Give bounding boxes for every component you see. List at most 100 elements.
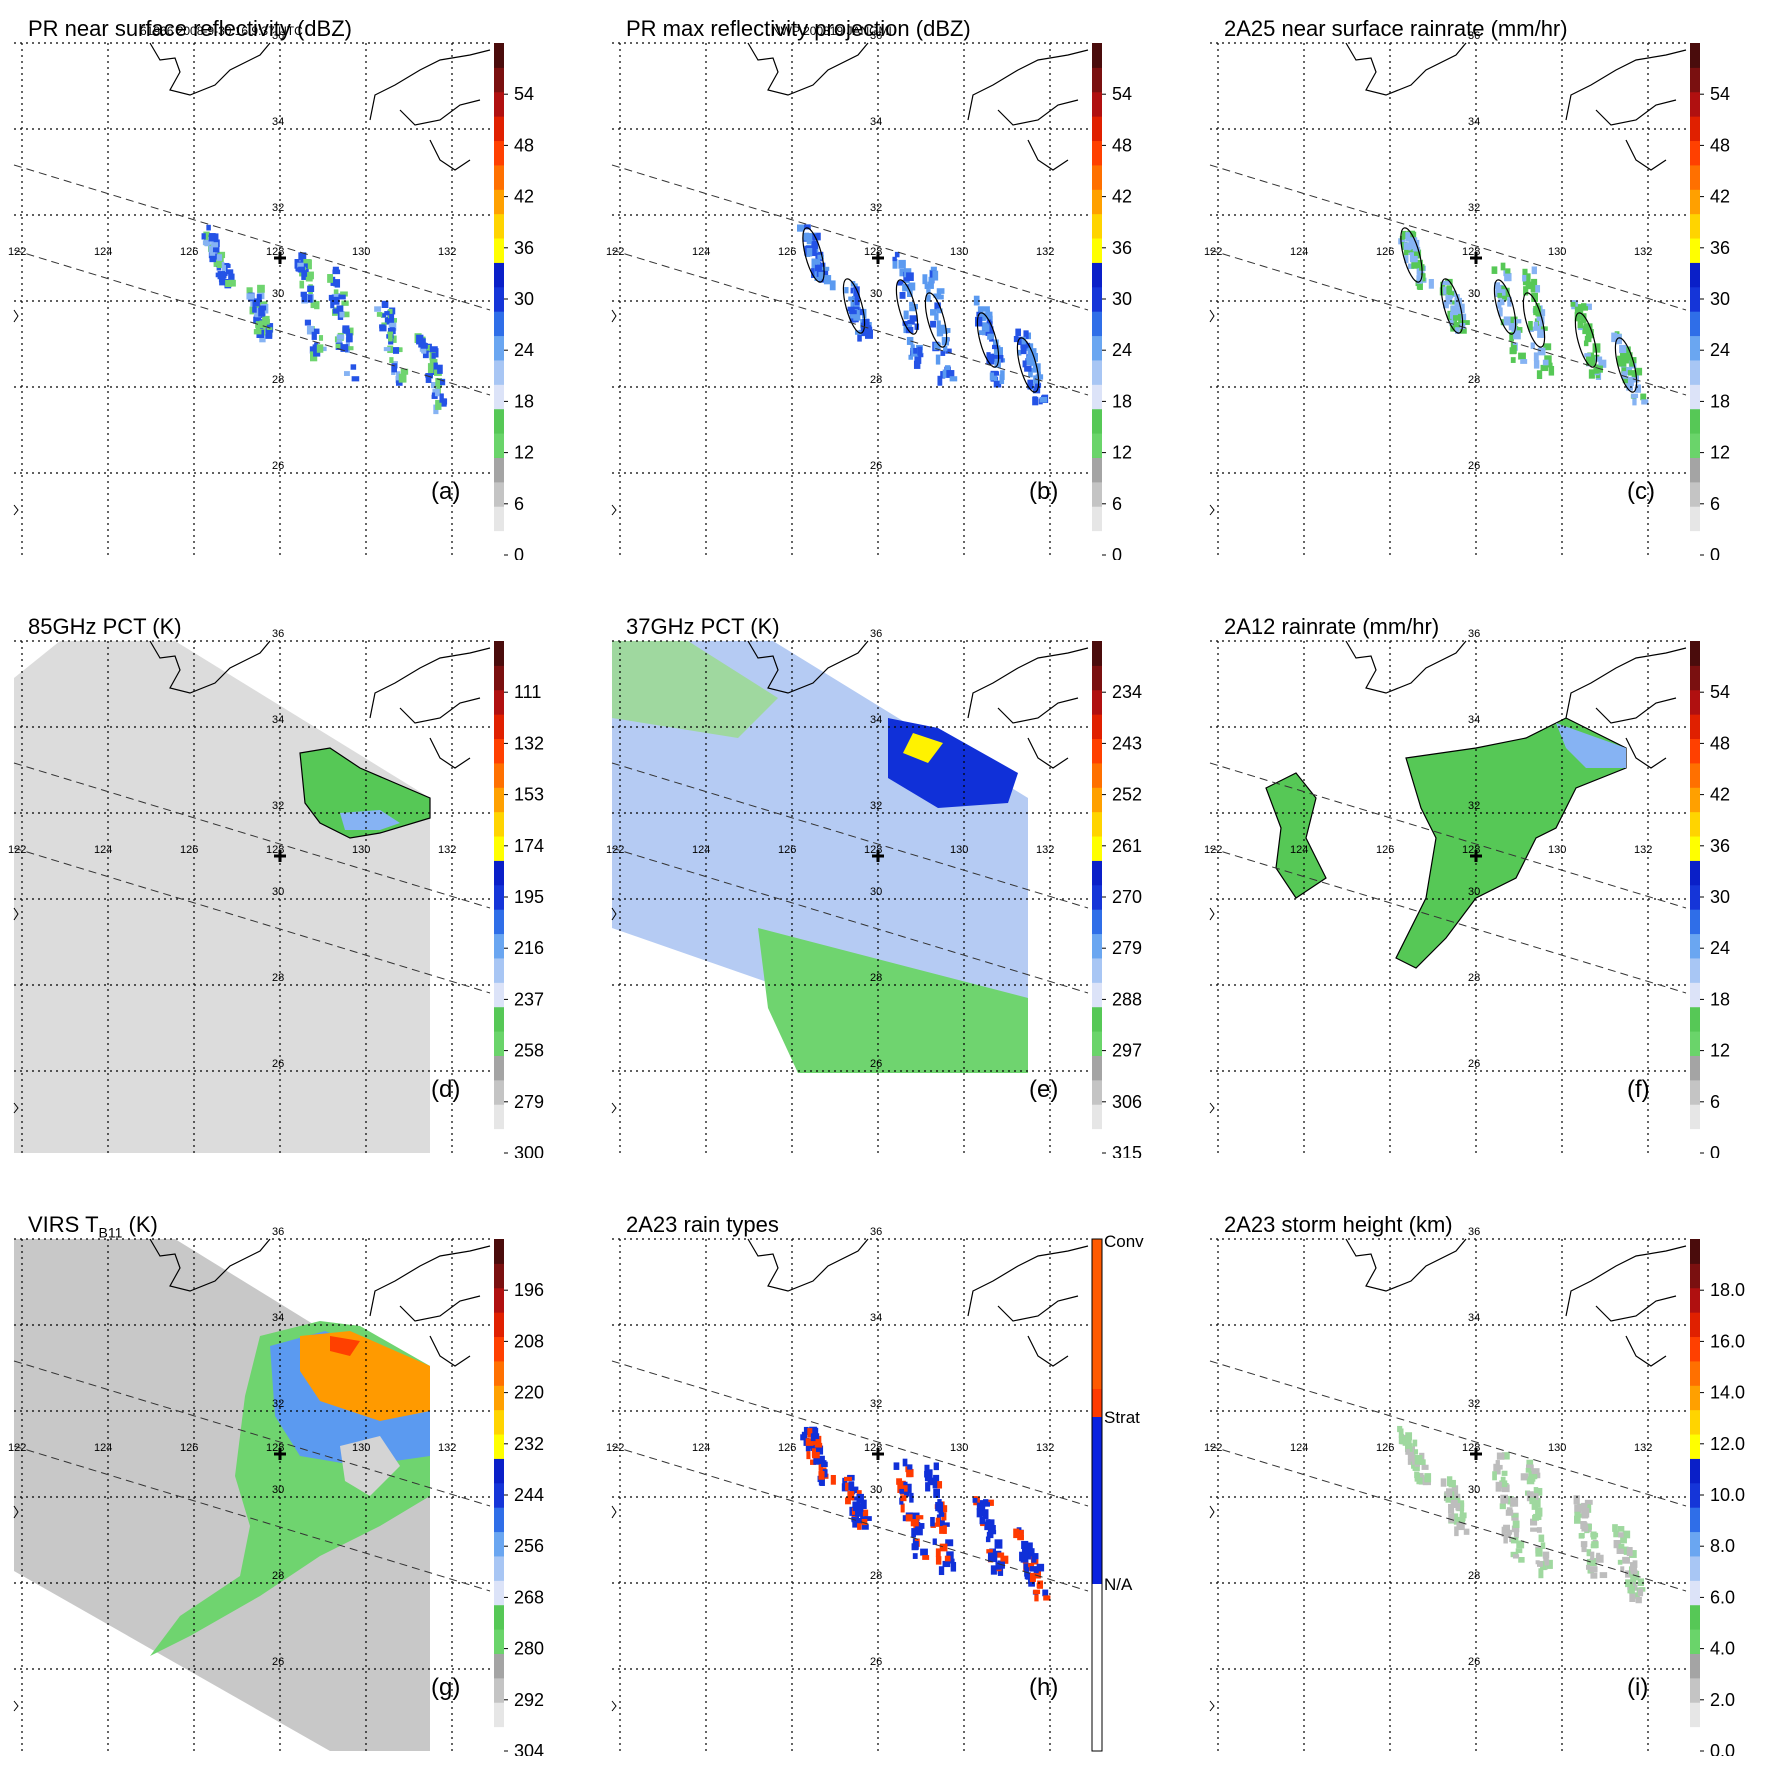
colorbar-segment: [1092, 884, 1102, 910]
colorbar-tick-label: 306: [1112, 1092, 1142, 1112]
colorbar-segment: [1092, 1584, 1102, 1751]
echo-contour: [1614, 337, 1638, 393]
echo-pixel: [440, 378, 446, 386]
echo-pixel: [809, 246, 817, 257]
echo-pixel: [989, 372, 998, 381]
echo-pixel: [435, 378, 442, 388]
colorbar-tick-label: 48: [1710, 135, 1730, 155]
echo-pixel: [1524, 273, 1531, 282]
coastline-japan: [1565, 49, 1687, 171]
echo-pixel: [306, 272, 314, 280]
colorbar-tick-label: 232: [514, 1434, 544, 1454]
echo-pixel: [307, 285, 315, 293]
echo-pixel: [305, 294, 313, 303]
echo-pixel: [847, 306, 855, 312]
echo-pixel: [1530, 283, 1536, 293]
longitude-label: 122: [8, 844, 26, 856]
panel-letter: (d): [431, 1076, 461, 1103]
echo-pixel: [1499, 1480, 1508, 1488]
echo-pixel: [1621, 367, 1629, 374]
colorbar-tick-label: 14.0: [1710, 1383, 1745, 1403]
echo-pixel: [908, 354, 914, 360]
echo-pixel: [431, 392, 437, 398]
colorbar-tick-label: 8.0: [1710, 1536, 1735, 1556]
echo-pixel: [1495, 1460, 1500, 1467]
colorbar-tick-label: 12: [1112, 443, 1132, 463]
latitude-label: 26: [1468, 460, 1480, 472]
colorbar-segment: [1092, 933, 1102, 959]
echo-pixel: [1525, 281, 1531, 287]
echo-pixel: [910, 344, 915, 351]
colorbar-segment: [1092, 689, 1102, 715]
echo-pixel: [1503, 318, 1512, 326]
echo-pixel: [1529, 1474, 1538, 1480]
echo-pixel: [306, 259, 312, 270]
echo-pixel: [985, 1536, 991, 1543]
echo-pixel: [1406, 1436, 1412, 1446]
echo-pixel: [938, 1509, 945, 1517]
echo-pixel: [900, 1495, 907, 1502]
echo-pixel: [1541, 365, 1547, 371]
echo-pixel: [943, 328, 951, 333]
echo-pixel: [810, 1459, 817, 1465]
colorbar-segment: [1690, 1409, 1700, 1435]
colorbar-segment: [494, 1104, 504, 1130]
echo-pixel: [1584, 303, 1592, 310]
colorbar-segment: [1690, 641, 1700, 666]
echo-pixel: [844, 287, 849, 294]
echo-pixel: [861, 1509, 869, 1517]
colorbar-tick-label: 6: [1710, 1092, 1720, 1112]
panel-g: 122 124 126 128 130 132 36 34 32 30 28 26 196 208 220 2…: [0, 1196, 590, 1756]
panel-e: 122 124 126 128 130 132 36 34 32 30 28 26 234 243 252 2…: [598, 598, 1188, 1158]
echo-pixel: [977, 306, 984, 315]
latitude-label: 30: [870, 288, 882, 300]
colorbar-tick-label: 24: [1710, 938, 1730, 958]
echo-pixel: [920, 1548, 928, 1556]
echo-pixel: [864, 1516, 872, 1521]
colorbar-segment: [1690, 311, 1700, 337]
colorbar-segment: [1690, 665, 1700, 691]
echo-pixel: [379, 325, 387, 332]
echo-pixel: [350, 364, 357, 370]
echo-pixel: [1536, 313, 1543, 321]
echo-pixel: [1459, 1508, 1464, 1518]
echo-pixel: [1504, 272, 1512, 282]
colorbar-segment: [1690, 262, 1700, 288]
longitude-label: 122: [606, 246, 624, 258]
echo-pixel: [1637, 1588, 1644, 1597]
echo-pixel: [817, 1455, 825, 1465]
echo-contour: [895, 279, 919, 335]
echo-pixel: [381, 313, 387, 318]
swath-edge-line: [13, 847, 491, 994]
echo-pixel: [914, 323, 920, 330]
echo-pixel: [1024, 365, 1032, 372]
colorbar-tick-label: 18: [1710, 391, 1730, 411]
colorbar-tick-label: 304: [514, 1741, 544, 1756]
echo-pixel: [1440, 1478, 1447, 1487]
echo-pixel: [389, 357, 394, 364]
longitude-label: 126: [1376, 844, 1394, 856]
echo-pixel: [1409, 252, 1415, 261]
echo-pixel: [976, 1500, 984, 1511]
echo-pixel: [1546, 362, 1553, 368]
echo-pixel: [1501, 1497, 1509, 1503]
echo-pixel: [1511, 344, 1517, 354]
storm-center-marker: [872, 1448, 884, 1460]
echo-pixel: [1452, 1501, 1458, 1507]
colorbar-segment: [494, 1677, 504, 1703]
echo-pixel: [816, 261, 822, 269]
colorbar-segment: [494, 1507, 504, 1533]
echo-pixel: [390, 327, 395, 332]
echo-pixel: [929, 1477, 936, 1486]
panel-letter: (h): [1029, 1674, 1059, 1701]
pr-echo-field: [1398, 227, 1649, 406]
echo-pixel: [217, 258, 222, 268]
echo-pixel: [907, 288, 913, 297]
colorbar-segment: [494, 982, 504, 1008]
colorbar-segment: [1690, 189, 1700, 215]
colorbar-tick-label: 36: [1710, 238, 1730, 258]
echo-pixel: [1580, 306, 1589, 311]
colorbar-segment: [494, 67, 504, 93]
swath-edge-line: [611, 1445, 1089, 1592]
echo-pixel: [897, 280, 904, 286]
